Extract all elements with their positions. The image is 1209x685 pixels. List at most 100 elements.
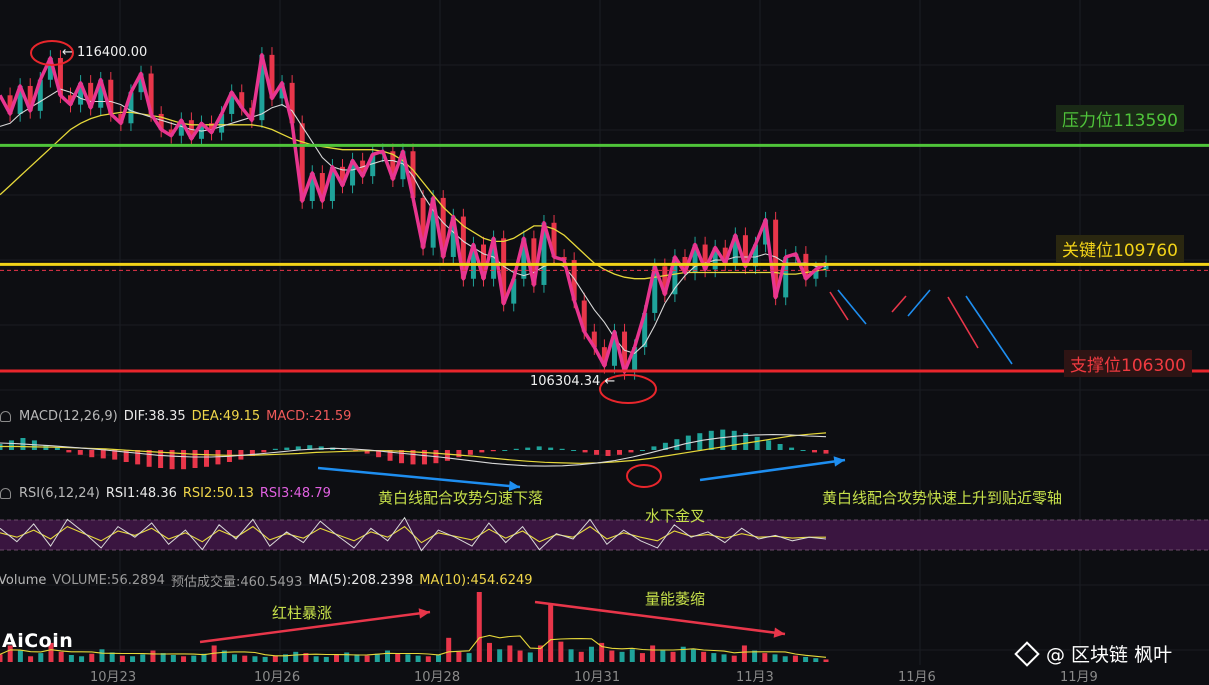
volume-bar (68, 655, 74, 662)
projection-arrow (891, 295, 907, 313)
high-circle (30, 40, 74, 66)
candle-body (148, 73, 154, 114)
macd-hist-bar (766, 440, 772, 450)
macd-hist-bar (123, 450, 129, 462)
macd-hist-bar (146, 450, 152, 467)
macd-hist-bar (674, 439, 680, 450)
candle-body (773, 219, 779, 298)
bell-icon[interactable] (0, 411, 11, 422)
macd-hist-bar (364, 450, 370, 454)
volume-bar (0, 654, 3, 662)
key-level-label: 关键位109760 (1056, 235, 1184, 262)
projection-arrow (947, 296, 979, 349)
macd-hist-bar (77, 450, 83, 455)
volume-bar (160, 653, 166, 662)
candle-body (47, 57, 53, 80)
macd-hist-bar (594, 450, 600, 455)
candle-body (108, 79, 114, 114)
candle-body (68, 95, 74, 105)
volume-bar (17, 650, 23, 662)
red-bars-arrow-head (418, 608, 430, 619)
annotation-macd-rise: 黄白线配合攻势快速上升到贴近零轴 (822, 489, 1063, 507)
volume-bar (680, 646, 686, 662)
macd-hist-bar (823, 450, 829, 454)
volume-shrink-arrow (534, 600, 786, 636)
volume-bar (181, 656, 187, 662)
macd-dea-line (0, 432, 827, 464)
rsi1-value: RSI1:48.36 (105, 486, 177, 501)
volume-bar (731, 655, 737, 662)
macd-hist-bar (571, 450, 577, 451)
volume-bar (119, 655, 125, 662)
macd-hist-bar (261, 450, 267, 453)
candle-body (17, 85, 23, 114)
volume-bar (425, 656, 431, 662)
macd-hist-bar (135, 450, 141, 465)
volume-bar (619, 651, 625, 662)
volume-bar (599, 642, 605, 662)
volume-shrink-arrow-head (773, 627, 785, 638)
macd-hist-bar (467, 450, 473, 455)
x-tick-label: 10月23 (90, 670, 137, 685)
volume-bar (446, 637, 452, 662)
macd-dif-value: DIF:38.35 (123, 409, 186, 424)
volume-bar (456, 651, 462, 662)
volume-bar (79, 656, 85, 662)
aicoin-logo: AiCoin (2, 630, 74, 652)
macd-rise-arrow-head (833, 456, 845, 467)
candle-body (269, 54, 275, 99)
macd-hist-bar (376, 450, 382, 458)
volume-bar (813, 658, 819, 662)
volume-bar (629, 649, 635, 662)
projection-arrow (965, 295, 1013, 365)
macd-hist-bar (8, 440, 14, 450)
volume-bar (323, 656, 329, 662)
volume-bar (283, 654, 289, 662)
volume-bar (344, 652, 350, 662)
golden-cross-circle (626, 464, 662, 488)
macd-hist-bar (204, 450, 209, 467)
macd-hist-bar (444, 450, 450, 461)
candle-body (622, 331, 628, 372)
macd-hist-bar (525, 447, 531, 450)
macd-hist-bar (295, 446, 301, 450)
bell-icon[interactable] (0, 488, 11, 499)
volume-bar (639, 653, 645, 662)
volume-bar (497, 649, 503, 662)
volume-bar (548, 604, 554, 662)
volume-bar (588, 646, 594, 662)
macd-hist-bar (341, 448, 347, 450)
volume-bar (374, 653, 380, 662)
rsi2-value: RSI2:50.13 (182, 486, 254, 501)
candle-body (309, 173, 315, 202)
macd-hist-bar (651, 446, 657, 450)
volume-bar (232, 654, 238, 662)
candle-body (611, 331, 617, 366)
candle-body (712, 247, 718, 270)
macd-hist-bar (743, 433, 749, 450)
macd-hist-bar (777, 444, 783, 450)
candle-body (601, 347, 607, 366)
volume-bar (293, 651, 299, 662)
macd-hist-bar (812, 450, 818, 453)
macd-hist-bar (605, 450, 611, 456)
macd-label: MACD(12,26,9) (19, 409, 118, 424)
candle-body (319, 173, 325, 202)
volume-bar (272, 655, 278, 662)
volume-bar (48, 642, 54, 662)
volume-value: VOLUME:56.2894 (52, 573, 165, 588)
x-tick-label: 10月28 (414, 670, 461, 685)
candle-body (732, 235, 738, 264)
volume-bar (303, 653, 309, 662)
volume-bar (334, 655, 340, 662)
high-price-marker: ← 116400.00 (62, 45, 148, 60)
candle-body (98, 79, 104, 108)
resistance-level-label: 压力位113590 (1056, 105, 1184, 132)
volume-bar (823, 659, 829, 662)
candle-body (501, 238, 507, 304)
macd-hist-bar (66, 450, 72, 453)
volume-bar (415, 655, 421, 662)
rsi3-value: RSI3:48.79 (259, 486, 331, 501)
macd-hist-bar (399, 450, 405, 464)
volume-label: Volume (0, 573, 47, 588)
